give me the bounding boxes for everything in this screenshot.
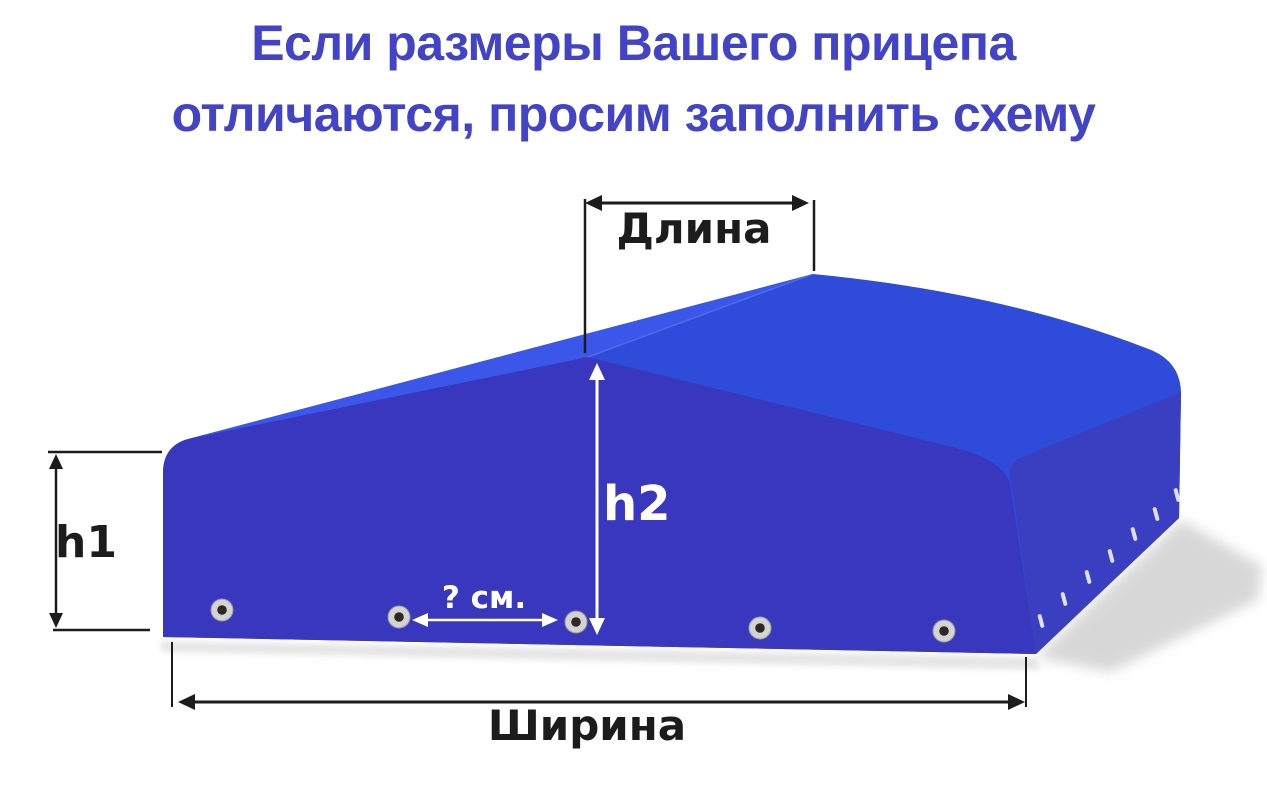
dimension-length: Длина [583, 195, 816, 353]
side-grommet-slit [1173, 488, 1181, 502]
spacing-arrowhead-left [412, 613, 428, 627]
tarp-ridge-line [587, 273, 814, 358]
width-arrowhead-left [178, 694, 195, 710]
front-grommet [210, 598, 234, 622]
side-grommet-slit [1152, 507, 1160, 521]
side-grommet-slit [1107, 549, 1115, 563]
h2-label: h2 [603, 476, 671, 532]
width-label: Ширина [488, 701, 686, 750]
side-grommet-slit [1060, 592, 1068, 606]
dimension-h1: h1 [48, 450, 162, 632]
tarp-top-left-slope [192, 274, 813, 438]
width-arrowhead-right [1008, 694, 1025, 710]
spacing-label: ? см. [442, 580, 526, 616]
spacing-arrowhead-right [542, 613, 558, 627]
tarp-side-face [1010, 392, 1181, 654]
h1-arrowhead-top [49, 454, 63, 469]
front-grommets [210, 598, 956, 643]
ground-shadow-front [160, 641, 1040, 670]
side-grommet-slit [1130, 527, 1138, 541]
side-grommet-slit [1037, 614, 1045, 628]
front-grommet [748, 616, 772, 640]
dimension-width: Ширина [171, 642, 1027, 750]
page-title: Если размеры Вашего прицепа отличаются, … [0, 8, 1267, 150]
side-grommet-slits [1037, 488, 1181, 628]
dimension-grommet-spacing: ? см. [412, 580, 558, 627]
tarp-front-face [163, 357, 1036, 654]
title-line-1: Если размеры Вашего прицепа [251, 15, 1016, 71]
length-arrowhead-right [792, 195, 809, 211]
title-line-2: отличаются, просим заполнить схему [171, 86, 1096, 142]
length-label: Длина [617, 204, 772, 253]
length-arrowhead-left [585, 195, 602, 211]
dimension-h2: h2 [589, 363, 671, 635]
h2-arrowhead-top [589, 363, 605, 380]
h1-arrowhead-bottom [49, 613, 63, 628]
h2-arrowhead-bottom [589, 618, 605, 635]
ground-shadow-right [1036, 520, 1262, 672]
front-grommet [387, 605, 411, 629]
h1-label: h1 [55, 517, 117, 568]
front-grommet [564, 610, 588, 634]
tarp-body [163, 273, 1181, 654]
front-grommet [932, 619, 956, 643]
side-grommet-slit [1084, 570, 1092, 584]
